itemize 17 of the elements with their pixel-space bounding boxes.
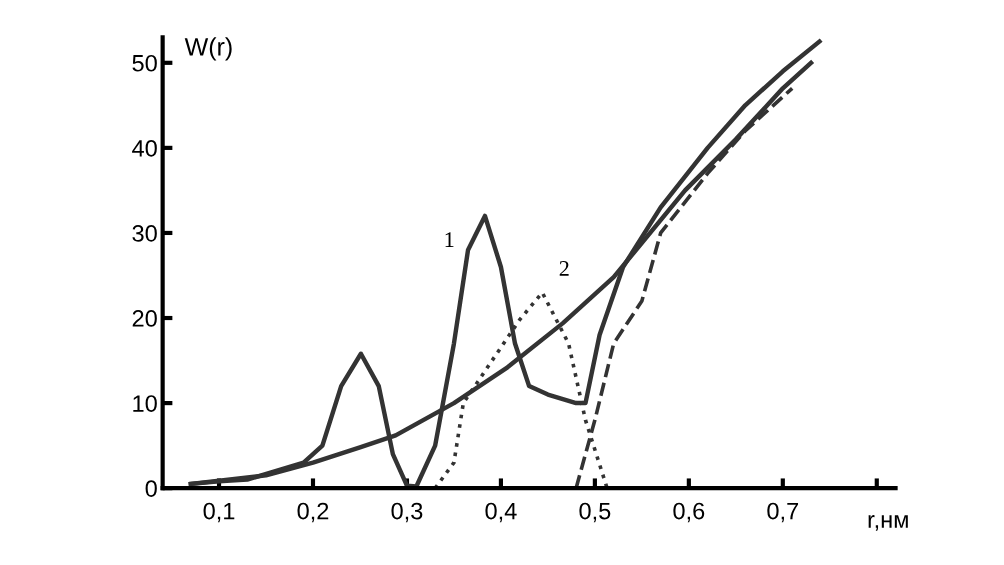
y-axis-title: W(r) — [184, 37, 232, 61]
y-tick-label: 40 — [132, 139, 157, 157]
y-tick-label: 50 — [132, 54, 157, 72]
annotation: 1 — [445, 232, 454, 247]
annotation: 2 — [559, 261, 569, 276]
x-tick-label: 0,2 — [297, 502, 329, 523]
x-tick-label: 0,4 — [485, 502, 517, 523]
x-axis-title: r,нм — [868, 515, 908, 531]
x-tick-label: 0,5 — [579, 502, 611, 523]
y-tick-label: 20 — [132, 310, 157, 327]
y-tick-label: 30 — [132, 225, 157, 242]
x-tick-label: 0,6 — [673, 502, 705, 523]
x-tick-label: 0,3 — [391, 502, 423, 523]
y-tick-label: 10 — [133, 395, 157, 412]
x-tick-label: 0,1 — [203, 502, 235, 523]
y-tick-label: 0 — [145, 480, 157, 497]
x-tick-label: 0,7 — [767, 502, 799, 523]
